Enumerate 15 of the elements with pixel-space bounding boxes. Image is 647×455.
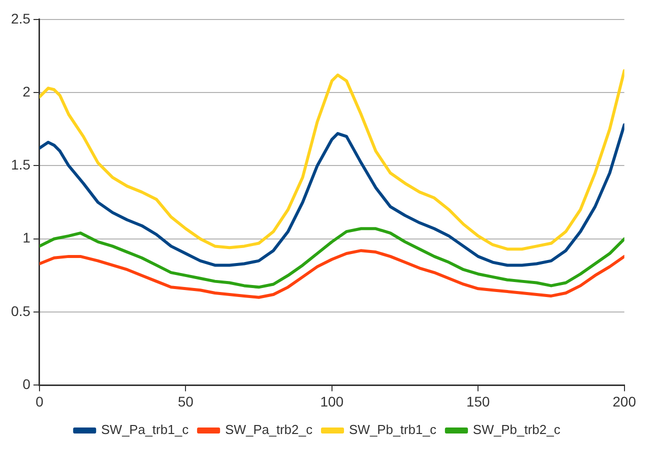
x-tick-label: 0 (36, 393, 44, 410)
y-tick-label: 0.5 (10, 302, 31, 319)
x-tick-label: 200 (612, 393, 636, 410)
legend-label: SW_Pa_trb1_c (101, 422, 190, 438)
y-tick-label: 2 (22, 83, 31, 100)
x-tick-label: 150 (466, 393, 490, 410)
y-tick-label: 1.5 (10, 156, 31, 173)
y-tick-label: 0 (22, 376, 31, 392)
y-tick-label: 1 (22, 230, 31, 246)
legend-label: SW_Pb_trb1_c (349, 422, 437, 438)
y-tick-label: 2.5 (10, 10, 31, 26)
legend-label: SW_Pb_trb2_c (472, 422, 561, 438)
legend-label: SW_Pa_trb2_c (225, 422, 313, 438)
x-tick-label: 100 (320, 393, 344, 410)
x-tick-label: 50 (178, 393, 194, 410)
